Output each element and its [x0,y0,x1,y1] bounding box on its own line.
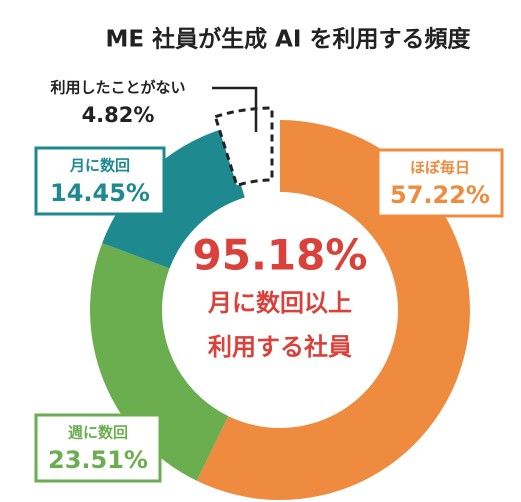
category-label: 週に数回 [68,424,128,442]
value-label: 4.82% [82,103,155,127]
center-text: 月に数回以上 [207,289,352,317]
donut-segment [102,128,245,269]
category-label: ほぼ毎日 [410,159,470,177]
value-label: 23.51% [48,446,148,474]
donut-segment [213,106,274,188]
chart-title: ME 社員が生成 AI を利用する頻度 [106,26,472,53]
label-box [376,148,504,218]
center-text: 利用する社員 [208,333,352,361]
category-label: 利用したことがない [50,79,185,97]
category-label: 月に数回 [69,157,130,175]
value-label: 57.22% [390,181,490,209]
label-box [34,413,162,483]
leader-line [212,86,258,132]
donut-segment [89,243,229,481]
label-box [34,146,166,216]
value-label: 14.45% [50,179,150,207]
center-value: 95.18% [193,231,368,280]
